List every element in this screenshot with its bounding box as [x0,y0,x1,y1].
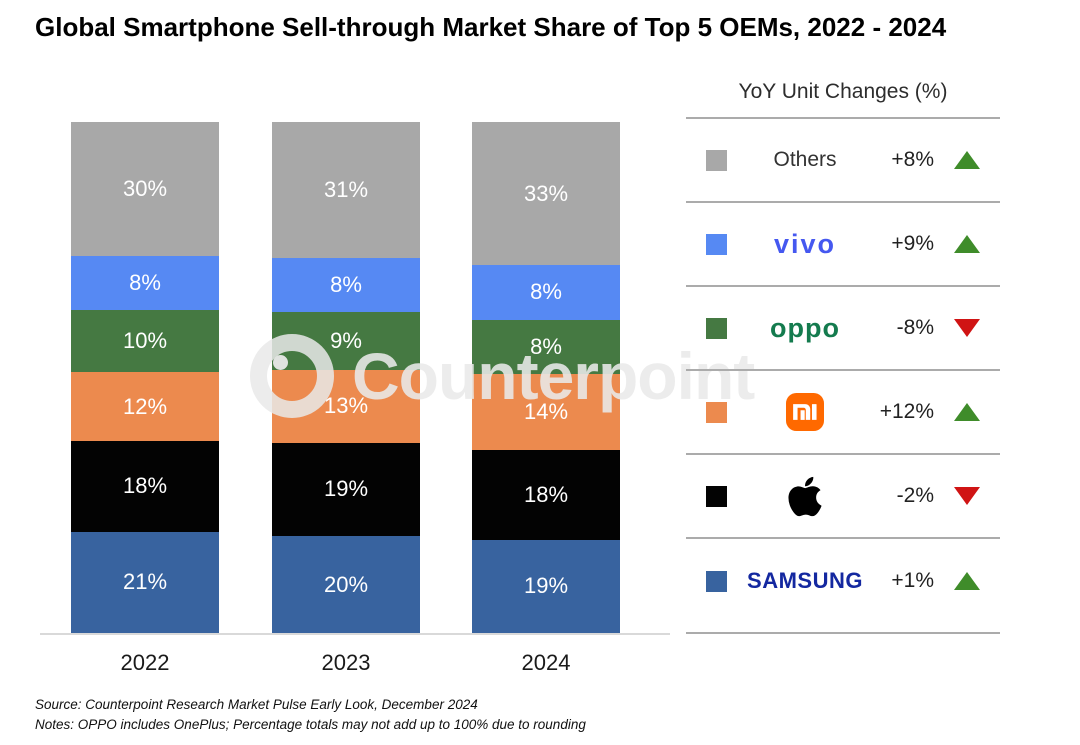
segment-others-2024: 33% [472,122,620,266]
segment-xiaomi-2023: 13% [272,370,420,443]
legend-row-samsung: SAMSUNG +1% [686,539,1000,623]
oppo-logo: oppo [770,312,840,343]
legend-row-vivo: vivo +9% [686,203,1000,287]
segment-oppo-2024: 8% [472,319,620,374]
yoy-legend: YoY Unit Changes (%) Others +8% vivo +9%… [686,80,1000,623]
segment-value-label: 12% [122,393,168,419]
segment-apple-2022: 18% [71,441,219,532]
rounding-note: Notes: OPPO includes OnePlus; Percentage… [35,717,586,733]
segment-apple-2024: 18% [472,449,620,540]
segment-oppo-2022: 10% [71,310,219,373]
apple-swatch [706,485,727,507]
segment-value-label: 18% [122,473,168,499]
stacked-bar-2023: 31% 8% 9% 13% 19% 20% [272,122,420,634]
apple-change: -2% [896,484,934,507]
segment-value-label: 31% [323,177,369,203]
others-swatch [706,149,727,171]
others-label: Others [773,148,837,171]
down-triangle-icon [954,487,980,505]
xiaomi-change: +12% [879,400,934,423]
legend-row-oppo: oppo -8% [686,287,1000,371]
segment-vivo-2022: 8% [71,255,219,311]
xiaomi-swatch [706,401,727,423]
stacked-bar-2022: 30% 8% 10% 12% 18% 21% [71,122,219,633]
segment-value-label: 8% [530,333,562,359]
x-axis-label-2023: 2023 [321,650,371,675]
footnotes: Source: Counterpoint Research Market Pul… [35,695,586,736]
segment-value-label: 13% [323,393,369,419]
segment-value-label: 10% [122,328,168,354]
oppo-change: -8% [896,316,934,339]
source-note: Source: Counterpoint Research Market Pul… [35,697,478,712]
x-axis-line [40,633,670,635]
segment-value-label: 21% [122,569,168,595]
x-axis-label-2022: 2022 [120,650,170,675]
vivo-logo: vivo [773,228,837,259]
segment-vivo-2024: 8% [472,265,620,320]
others-change: +8% [891,148,934,171]
samsung-change: +1% [891,569,934,592]
segment-value-label: 8% [530,279,562,305]
segment-xiaomi-2022: 12% [71,372,219,442]
legend-row-xiaomi: +12% [686,371,1000,455]
up-triangle-icon [954,403,980,421]
segment-apple-2023: 19% [272,442,420,537]
segment-samsung-2023: 20% [272,536,420,634]
segment-value-label: 20% [323,571,369,597]
segment-oppo-2023: 9% [272,312,420,371]
segment-value-label: 9% [330,328,362,354]
chart-title: Global Smartphone Sell-through Market Sh… [35,12,947,42]
vivo-change: +9% [891,232,934,255]
segment-value-label: 8% [330,272,362,298]
segment-value-label: 19% [523,573,569,599]
segment-samsung-2022: 21% [71,531,219,633]
oppo-swatch [706,317,727,339]
segment-value-label: 14% [523,398,569,424]
segment-xiaomi-2024: 14% [472,373,620,450]
up-triangle-icon [954,572,980,590]
up-triangle-icon [954,235,980,253]
legend-row-others: Others +8% [686,119,1000,203]
apple-logo-icon [788,476,822,516]
vivo-swatch [706,233,727,255]
legend-row-apple: -2% [686,455,1000,539]
segment-vivo-2023: 8% [272,258,420,313]
segment-value-label: 8% [129,269,161,295]
segment-value-label: 19% [323,476,369,502]
stacked-bar-2024: 33% 8% 8% 14% 18% 19% [472,122,620,634]
segment-value-label: 30% [122,175,168,201]
segment-value-label: 33% [523,180,569,206]
legend-bottom-divider [686,632,1000,634]
segment-others-2023: 31% [272,122,420,259]
segment-others-2022: 30% [71,122,219,256]
segment-value-label: 18% [523,481,569,507]
down-triangle-icon [954,319,980,337]
up-triangle-icon [954,151,980,169]
xiaomi-logo-icon [786,393,824,431]
x-axis-label-2024: 2024 [521,650,571,675]
legend-header: YoY Unit Changes (%) [686,80,1000,119]
samsung-swatch [706,570,727,592]
segment-samsung-2024: 19% [472,539,620,634]
samsung-logo: SAMSUNG [747,568,863,593]
